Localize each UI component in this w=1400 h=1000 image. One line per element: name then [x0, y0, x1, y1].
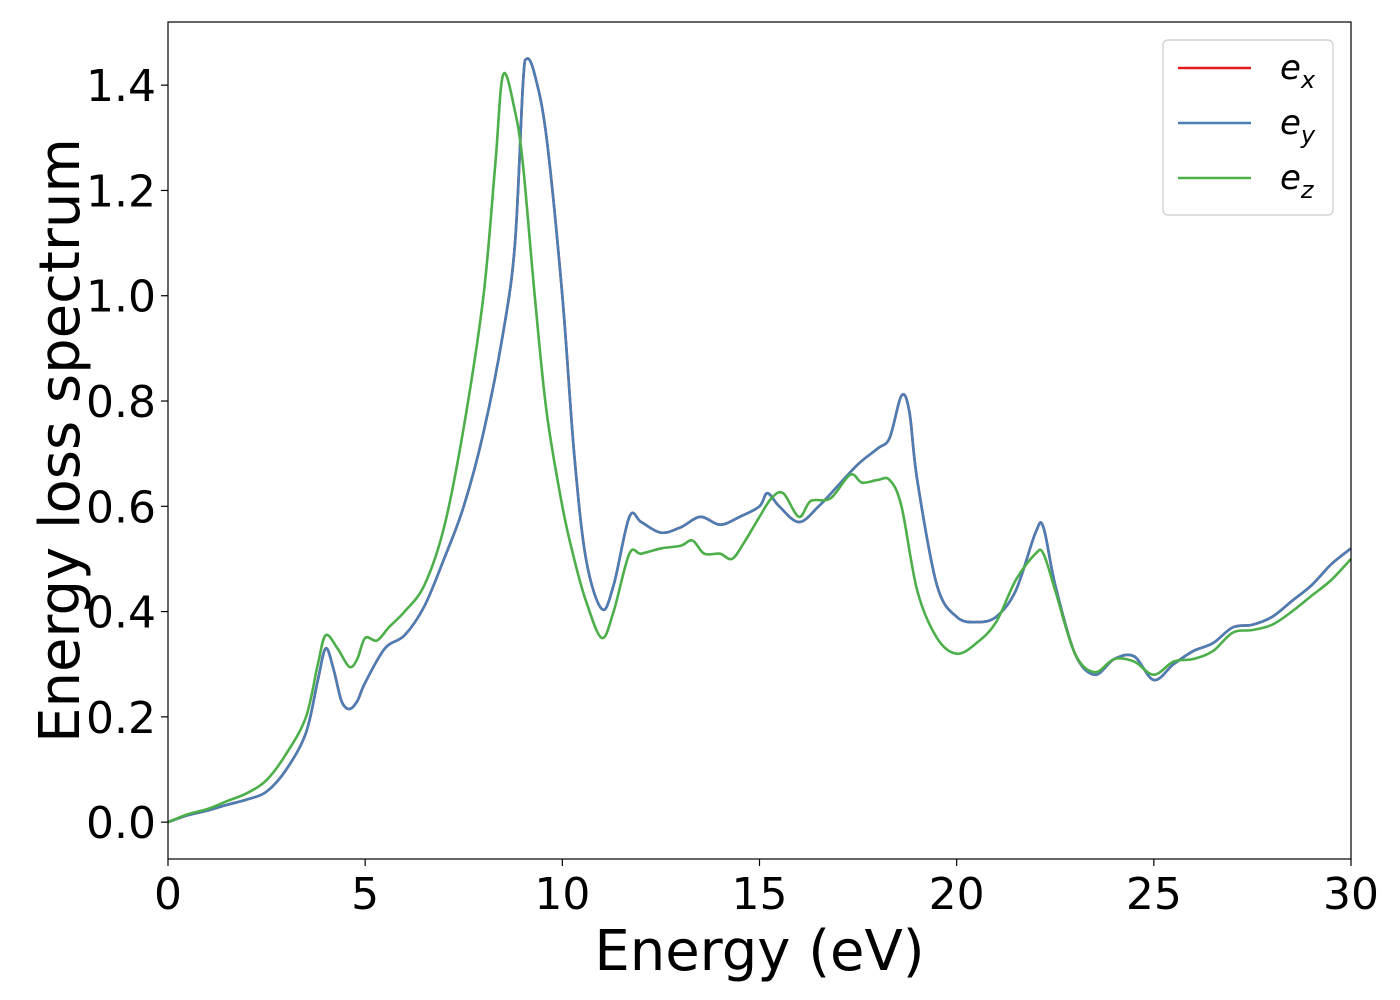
series-line-ey: [167, 57, 1352, 824]
x-tick-label: 20: [929, 869, 985, 920]
y-axis-ticks: 0.0 0.2 0.4 0.6 0.8 1.0 1.2 1.4: [86, 61, 168, 849]
x-tick-label: 30: [1323, 869, 1379, 920]
legend-label-ey: ey: [1280, 103, 1316, 149]
y-tick-label: 0.4: [86, 588, 156, 639]
y-tick-label: 1.2: [86, 166, 156, 217]
legend-box: [1162, 39, 1334, 216]
y-tick-label: 1.0: [86, 272, 156, 323]
x-axis-ticks: 0 5 10 15 20 25 30: [154, 859, 1379, 920]
y-tick-label: 0.8: [86, 377, 156, 428]
x-axis-label: Energy (eV): [594, 919, 924, 984]
x-tick-label: 15: [732, 869, 788, 920]
legend-label-ez: ez: [1280, 158, 1315, 204]
x-tick-label: 10: [534, 869, 590, 920]
y-tick-label: 0.2: [86, 693, 156, 744]
x-tick-label: 25: [1126, 869, 1182, 920]
y-tick-label: 0.0: [86, 798, 156, 849]
series-line-ez: [167, 71, 1352, 824]
y-tick-label: 1.4: [86, 61, 156, 112]
y-tick-label: 0.6: [86, 482, 156, 533]
x-tick-label: 5: [351, 869, 379, 920]
x-tick-label: 0: [154, 869, 182, 920]
series-layer: [167, 57, 1352, 824]
legend-label-ex: ex: [1280, 48, 1316, 94]
y-axis-label: Energy loss spectrum: [28, 138, 93, 743]
legend: ex ey ez: [1162, 39, 1334, 216]
